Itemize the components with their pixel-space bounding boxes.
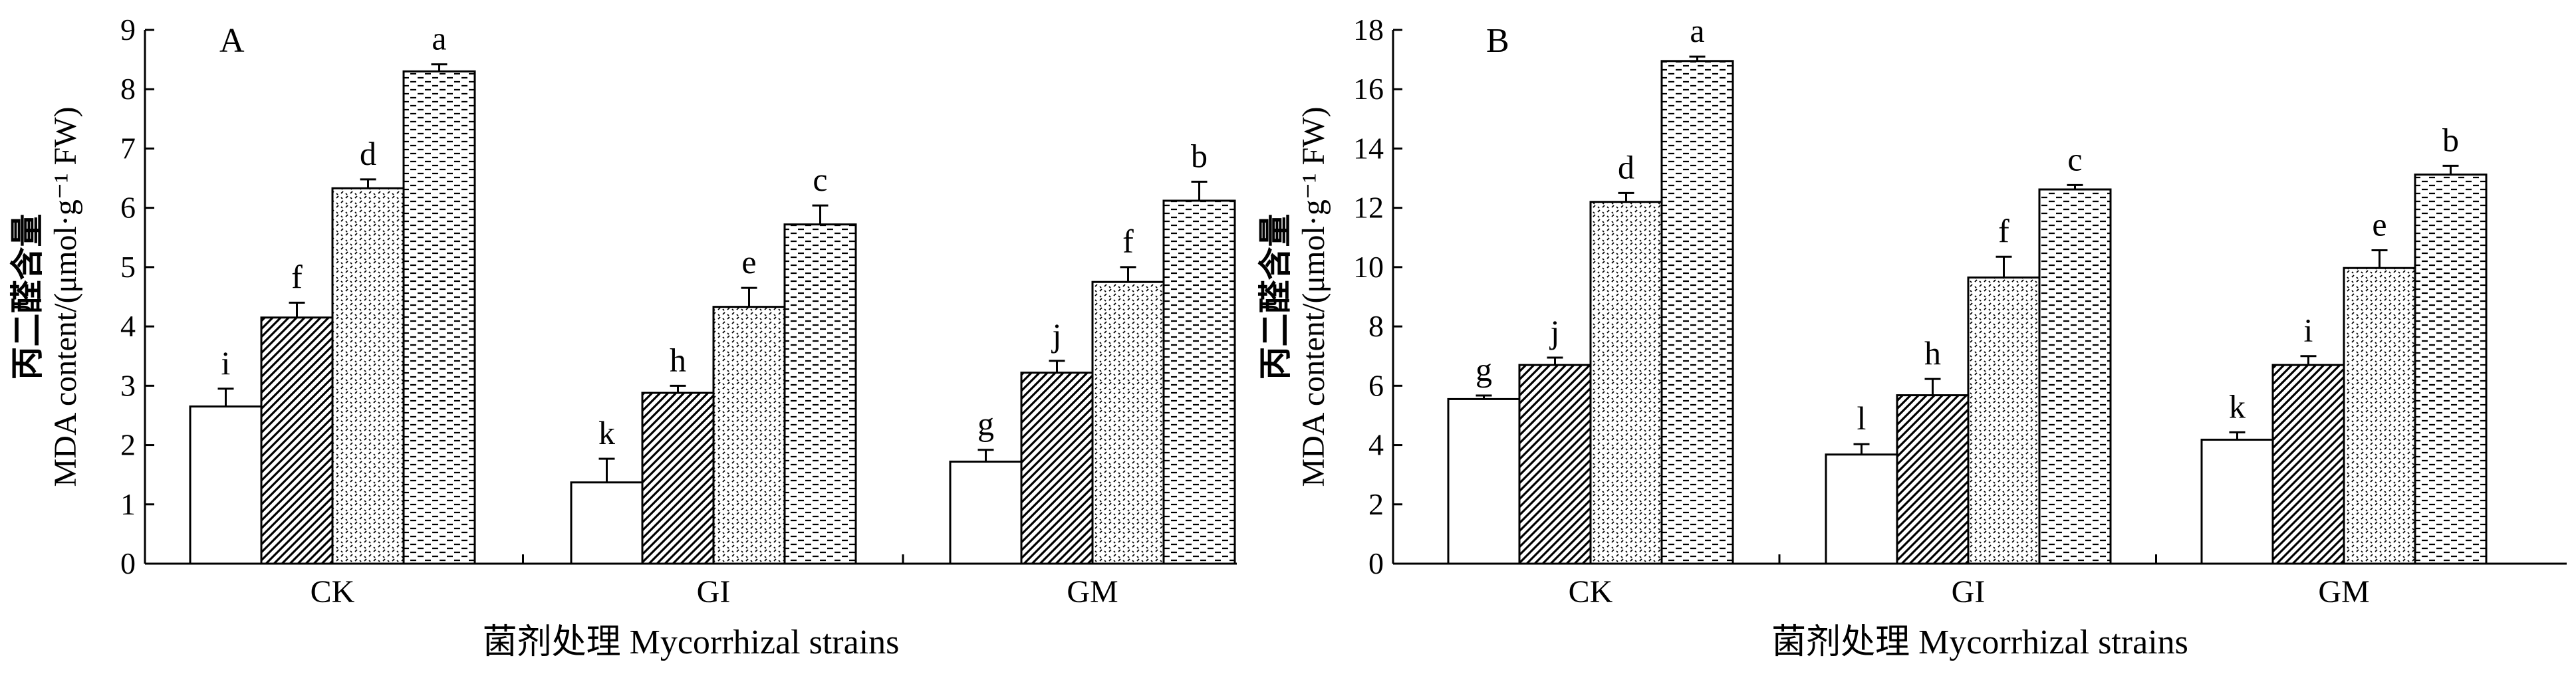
bar [1020, 372, 1094, 565]
bar [1896, 394, 1970, 565]
significance-letter: h [670, 341, 686, 378]
significance-letter: h [1924, 334, 1941, 372]
bar [2271, 364, 2345, 565]
panel-b: 0 2 4 6 8 10 12 14 16 18 CK GI GM g l k j h i d f e a c b B 菌剂处理 M… [1257, 12, 2567, 661]
y-tick-label: 8 [1368, 309, 1384, 343]
y-axis-title-en: MDA content/(μmol·g⁻¹ FW) [48, 106, 83, 487]
x-tick-label: GM [1067, 574, 1118, 610]
panel-a: 0 1 2 3 4 5 6 7 8 9 CK GI GM i k g f h j d e f a c b A 菌剂处理 Mycorr… [9, 13, 1237, 661]
y-tick-label: 4 [1368, 428, 1384, 462]
bar [783, 223, 857, 565]
bar [1091, 281, 1165, 565]
y-tick-label: 7 [120, 131, 136, 165]
bar [2200, 439, 2274, 565]
x-tick-label: GI [1952, 574, 1986, 610]
y-tick-label: 3 [120, 368, 136, 402]
x-tick-label: CK [311, 574, 355, 610]
y-tick-label: 0 [1368, 546, 1384, 580]
significance-letter: i [2304, 312, 2313, 349]
panel-label: B [1486, 22, 1509, 60]
significance-letter: k [2229, 388, 2246, 425]
bar [1162, 199, 1236, 565]
bar [1589, 201, 1663, 565]
y-tick-label: 2 [120, 428, 136, 462]
significance-letter: c [813, 161, 827, 198]
significance-letter: e [2372, 205, 2386, 243]
bar [712, 306, 786, 565]
bar [1825, 453, 1898, 565]
y-tick-label: 18 [1353, 13, 1384, 47]
y-tick-label: 9 [120, 13, 136, 47]
significance-letter: d [1618, 148, 1634, 185]
bar [402, 70, 476, 565]
x-tick-label: CK [1569, 574, 1613, 610]
y-tick-label: 5 [120, 250, 136, 284]
bar [1660, 60, 1734, 565]
bar [331, 187, 405, 565]
x-tick-label: GM [2318, 574, 2369, 610]
significance-letter: f [1122, 223, 1134, 260]
x-axis-title: 菌剂处理 Mycorrhizal strains [1771, 623, 2188, 661]
significance-letter: a [432, 20, 446, 57]
y-tick-label: 14 [1353, 131, 1384, 165]
significance-letter: f [291, 258, 303, 295]
y-tick-label: 10 [1353, 250, 1384, 284]
bar [260, 316, 334, 565]
y-tick-label: 0 [120, 546, 136, 580]
bar [1967, 277, 2041, 565]
significance-letter: b [2442, 121, 2459, 158]
y-tick-label: 1 [120, 487, 136, 521]
y-tick-label: 2 [1368, 487, 1384, 521]
x-axis-title: 菌剂处理 Mycorrhizal strains [483, 623, 900, 661]
bar [949, 461, 1023, 565]
bar [2414, 173, 2488, 565]
y-tick-label: 12 [1353, 191, 1384, 225]
significance-letter: c [2067, 140, 2082, 177]
significance-letter: e [741, 243, 756, 281]
significance-letter: j [1549, 313, 1560, 350]
panel-label: A [219, 22, 245, 60]
bar [570, 481, 644, 565]
y-tick-label: 6 [1368, 368, 1384, 402]
bar [2343, 267, 2416, 565]
bar [641, 392, 715, 565]
y-tick-label: 6 [120, 191, 136, 225]
y-axis-title-cn: 丙二醛含量 [1257, 214, 1294, 380]
significance-letter: a [1690, 12, 1704, 49]
significance-letter: d [360, 135, 376, 172]
y-axis-title-en: MDA content/(μmol·g⁻¹ FW) [1296, 106, 1331, 487]
significance-letter: g [1476, 351, 1492, 388]
significance-letter: j [1051, 316, 1062, 354]
bar [1518, 364, 1592, 565]
bar [1447, 397, 1521, 565]
x-tick-label: GI [697, 574, 731, 610]
significance-letter: k [598, 414, 615, 451]
significance-letter: f [1998, 212, 2009, 249]
significance-letter: i [221, 344, 231, 382]
y-axis-title-cn: 丙二醛含量 [9, 214, 46, 380]
y-tick-label: 4 [120, 309, 136, 343]
bar [189, 405, 263, 565]
y-tick-label: 16 [1353, 72, 1384, 106]
y-tick-label: 8 [120, 72, 136, 106]
significance-letter: b [1191, 137, 1208, 174]
significance-letter: g [977, 405, 994, 443]
bar [2038, 188, 2112, 565]
significance-letter: l [1857, 399, 1867, 437]
